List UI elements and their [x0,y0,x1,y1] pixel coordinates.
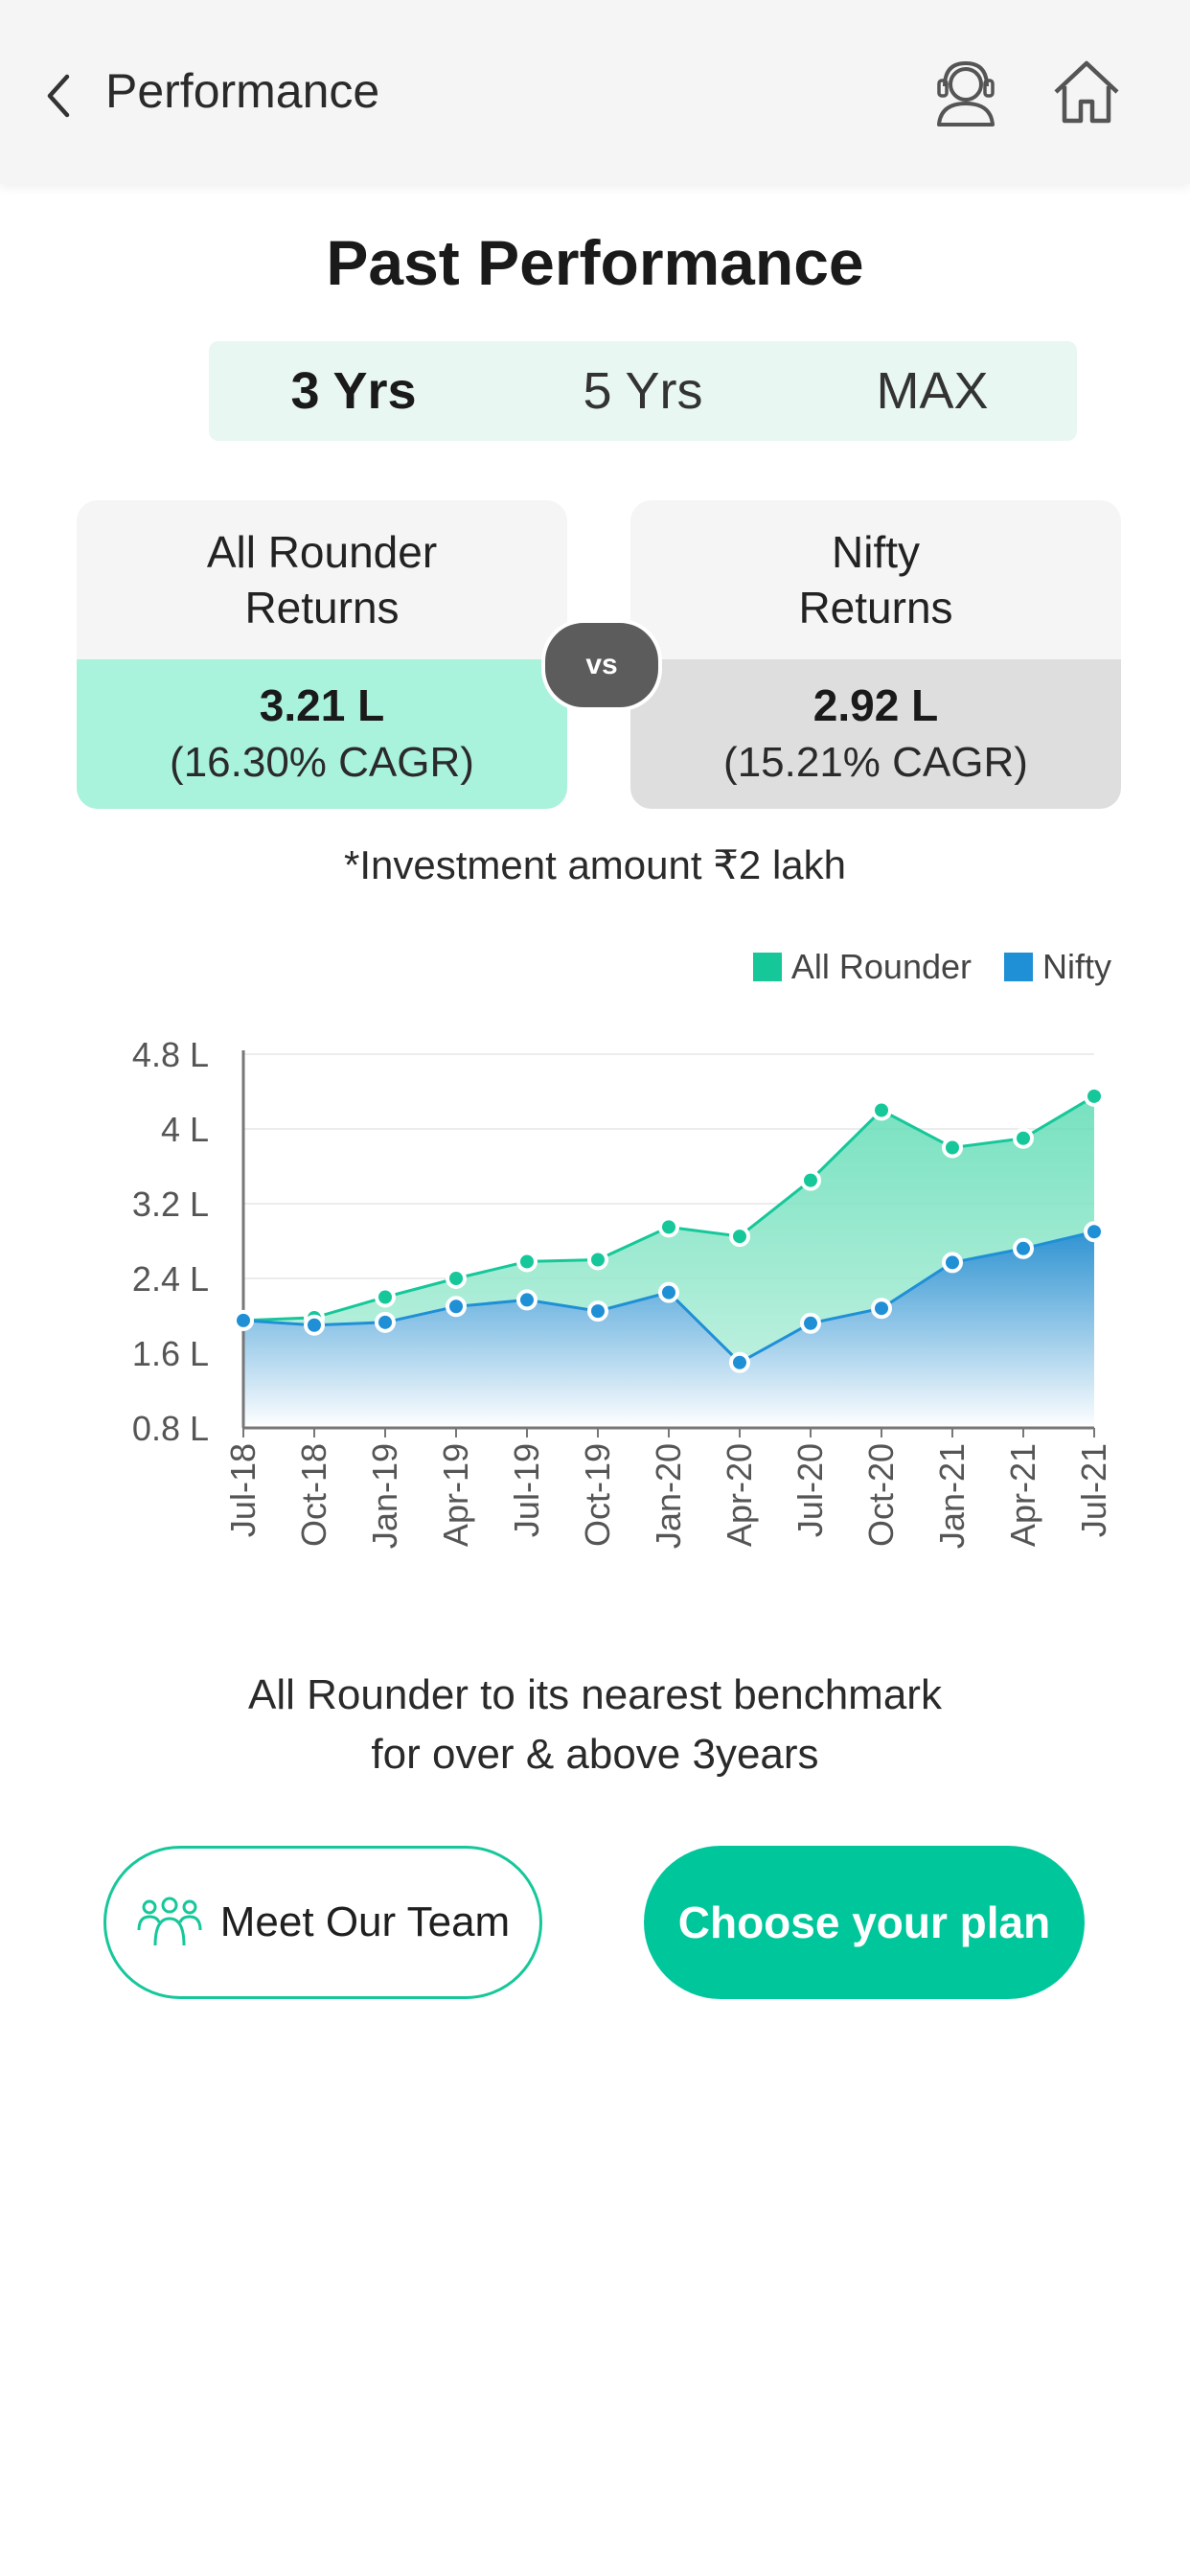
y-tick-label: 4.8 L [132,1035,209,1074]
chevron-left-icon[interactable] [38,67,80,125]
nifty-point [658,1281,679,1303]
page-title: Performance [105,64,380,118]
nifty-point [800,1312,821,1334]
top-app-bar: Performance [0,0,1190,184]
benchmark-text: All Rounder to its nearest benchmark for… [0,1666,1190,1784]
meet-our-team-label: Meet Our Team [219,1898,511,1945]
card-name: All Rounder [206,527,438,577]
legend-label: All Rounder [790,947,972,986]
nifty-point [729,1351,750,1373]
x-tick-label: Jan-19 [365,1443,404,1549]
all-rounder-point [446,1268,467,1289]
y-tick-label: 0.8 L [132,1409,209,1448]
x-tick-label: Apr-19 [436,1443,475,1547]
period-tabs: 3 Yrs 5 Yrs MAX [209,341,1077,441]
nifty-point [1084,1221,1105,1243]
nifty-point [942,1252,963,1274]
x-tick-label: Apr-21 [1003,1443,1042,1547]
nifty-point [1013,1237,1034,1259]
returns-value: 2.92 L [812,680,939,730]
choose-your-plan-button[interactable]: Choose your plan [644,1846,1085,1999]
legend-item-all-rounder: All Rounder [752,947,972,987]
nifty-point [446,1296,467,1318]
benchmark-line-1: All Rounder to its nearest benchmark [248,1671,942,1718]
investment-note: *Investment amount ₹2 lakh [344,842,846,887]
benchmark-line-2: for over & above 3years [371,1731,819,1778]
all-rounder-point [942,1137,963,1159]
all-rounder-point [800,1169,821,1191]
tab-5-yrs[interactable]: 5 Yrs [583,362,703,420]
y-tick-label: 4 L [161,1110,209,1149]
x-tick-label: Oct-18 [294,1443,333,1547]
support-agent-icon[interactable] [931,56,1000,128]
x-tick-label: Jan-21 [932,1443,972,1549]
y-tick-label: 3.2 L [132,1184,209,1224]
legend-label: Nifty [1042,947,1111,986]
home-icon[interactable] [1050,56,1123,128]
x-tick-label: Jan-20 [649,1443,688,1549]
x-tick-label: Oct-19 [578,1443,617,1547]
all-rounder-point [871,1099,892,1121]
legend-swatch-nifty [1004,953,1033,981]
x-tick-label: Apr-20 [720,1443,759,1547]
returns-value: 3.21 L [259,680,385,730]
card-name: Nifty [832,527,920,577]
legend-swatch-all-rounder [752,953,782,981]
legend-item-nifty: Nifty [1004,947,1111,987]
all-rounder-point [516,1251,538,1273]
all-rounder-point [729,1226,750,1248]
section-title: Past Performance [326,227,864,298]
nifty-point [587,1300,608,1322]
card-subtitle: Returns [244,583,400,632]
x-tick-label: Jul-19 [507,1443,546,1537]
all-rounder-point [587,1249,608,1271]
nifty-point [233,1309,254,1331]
chart-legend: All Rounder Nifty [752,947,1111,987]
x-tick-label: Jul-21 [1074,1443,1113,1537]
nifty-point [375,1311,396,1333]
nifty-point [871,1298,892,1320]
all-rounder-point [658,1216,679,1238]
all-rounder-point [375,1286,396,1308]
x-tick-label: Jul-20 [790,1443,830,1537]
cagr-value: (16.30% CAGR) [170,739,474,786]
all-rounder-point [1084,1085,1105,1107]
y-tick-label: 2.4 L [132,1259,209,1299]
nifty-point [516,1289,538,1311]
all-rounder-point [1013,1127,1034,1149]
tab-3-yrs[interactable]: 3 Yrs [290,362,417,420]
team-icon [137,1897,202,1946]
x-tick-label: Jul-18 [223,1443,263,1537]
tab-max[interactable]: MAX [876,362,989,420]
cagr-value: (15.21% CAGR) [723,739,1028,786]
nifty-area [243,1231,1094,1428]
meet-our-team-button[interactable]: Meet Our Team [103,1846,542,1999]
vs-badge: vs [541,619,662,711]
card-subtitle: Returns [798,583,953,632]
nifty-returns-card: Nifty Returns 2.92 L (15.21% CAGR) [630,500,1121,809]
nifty-point [304,1314,325,1336]
x-tick-label: Oct-20 [861,1443,901,1547]
y-tick-label: 1.6 L [132,1334,209,1373]
performance-chart: 4.8 L 4 L 3.2 L 2.4 L 1.6 L 0.8 L Jul-18 Oct-18… [132,1035,1113,1549]
all-rounder-returns-card: All Rounder Returns 3.21 L (16.30% CAGR) [77,500,567,809]
